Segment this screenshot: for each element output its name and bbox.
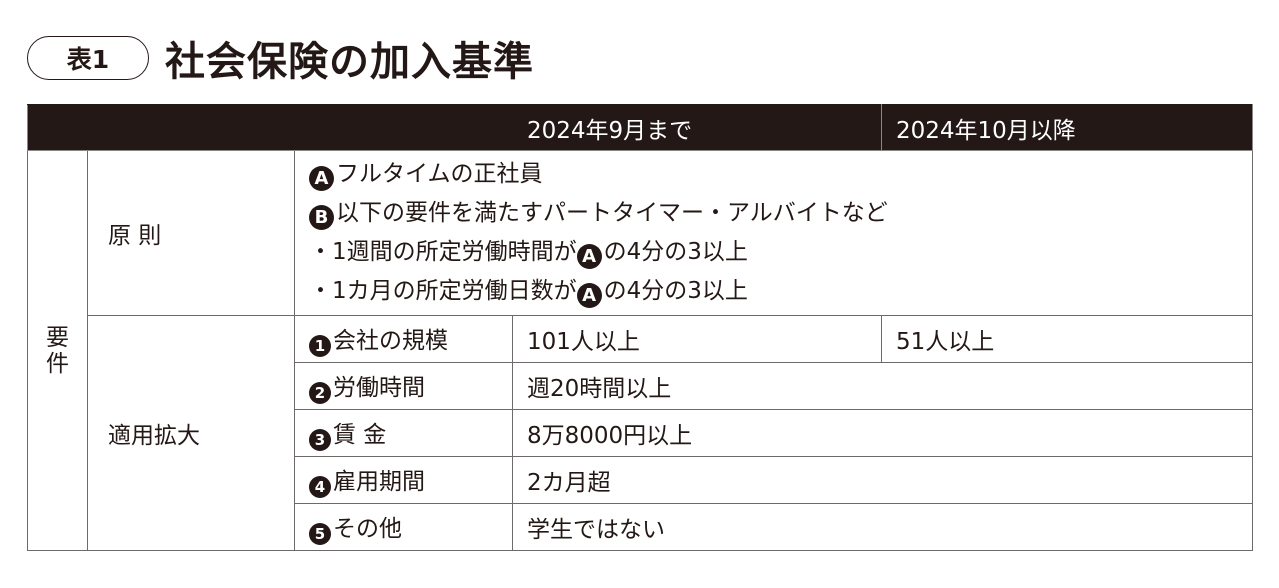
principle-line-b: B 以下の要件を満たすパートタイマー・アルバイトなど: [309, 194, 1252, 233]
page-title: 社会保険の加入基準: [165, 39, 534, 85]
item-label: 賃 金: [333, 422, 387, 448]
expansion-row-5: 5 その他 学生ではない: [28, 503, 1253, 551]
principle-line-text: フルタイムの正社員: [336, 161, 543, 187]
value: 8万8000円以上: [512, 409, 1253, 457]
header-blank: [27, 104, 513, 151]
principle-line-text: 以下の要件を満たすパートタイマー・アルバイトなど: [336, 200, 888, 226]
table-number-badge: 表1: [27, 36, 149, 80]
principle-line-text: ・1週間の所定労働時間が: [309, 239, 577, 265]
header-after: 2024年10月以降: [881, 104, 1253, 151]
item-label: 雇用期間: [333, 469, 425, 495]
item-label: 労働時間: [333, 375, 425, 401]
expansion-label: 適用拡大: [87, 315, 295, 551]
number-3-icon: 3: [309, 429, 331, 451]
expansion-row-1: 適用拡大 1 会社の規模 101人以上 51人以上: [28, 315, 1253, 551]
expansion-row-4: 4 雇用期間 2カ月超: [28, 456, 1253, 504]
number-2-icon: 2: [309, 382, 331, 404]
principle-line-hours: ・1週間の所定労働時間が A の4分の3以上: [309, 233, 1252, 272]
item-label: 会社の規模: [333, 328, 448, 354]
circle-a-icon: A: [309, 166, 334, 191]
number-1-icon: 1: [309, 335, 331, 357]
header-row: 2024年9月まで 2024年10月以降: [27, 104, 1253, 151]
requirements-label-text: 要件: [46, 324, 69, 377]
circle-a-icon: A: [576, 244, 602, 269]
number-5-icon: 5: [309, 523, 331, 545]
principle-label: 原 則: [87, 150, 295, 316]
principle-line-text: の4分の3以上: [603, 239, 748, 265]
item-label: その他: [333, 516, 402, 542]
insurance-criteria-table: 2024年9月まで 2024年10月以降 要件 原 則 A フルタイムの正社員 B…: [27, 104, 1253, 551]
title-row: 表1 社会保険の加入基準: [27, 28, 534, 88]
principle-line-text: ・1カ月の所定労働日数が: [309, 278, 577, 304]
item-employment-period: 4 雇用期間: [294, 456, 513, 504]
circle-b-icon: B: [309, 205, 334, 230]
requirements-label: 要件: [27, 150, 88, 551]
value: 週20時間以上: [512, 362, 1253, 410]
header-before: 2024年9月まで: [512, 104, 882, 151]
principle-row: 要件 原 則 A フルタイムの正社員 B 以下の要件を満たすパートタイマー・アルバイ…: [27, 150, 1253, 551]
value-before: 101人以上: [512, 315, 882, 363]
number-4-icon: 4: [309, 476, 331, 498]
principle-line-text: の4分の3以上: [603, 278, 748, 304]
principle-content: A フルタイムの正社員 B 以下の要件を満たすパートタイマー・アルバイトなど ・1週…: [294, 150, 1253, 316]
value-after: 51人以上: [881, 315, 1253, 363]
item-company-size: 1 会社の規模: [294, 315, 513, 363]
value: 学生ではない: [512, 503, 1253, 551]
value: 2カ月超: [512, 456, 1253, 504]
item-other: 5 その他: [294, 503, 513, 551]
principle-line-a: A フルタイムの正社員: [309, 155, 1252, 194]
item-working-hours: 2 労働時間: [294, 362, 513, 410]
principle-line-days: ・1カ月の所定労働日数が A の4分の3以上: [309, 272, 1252, 311]
circle-a-icon: A: [576, 283, 602, 308]
